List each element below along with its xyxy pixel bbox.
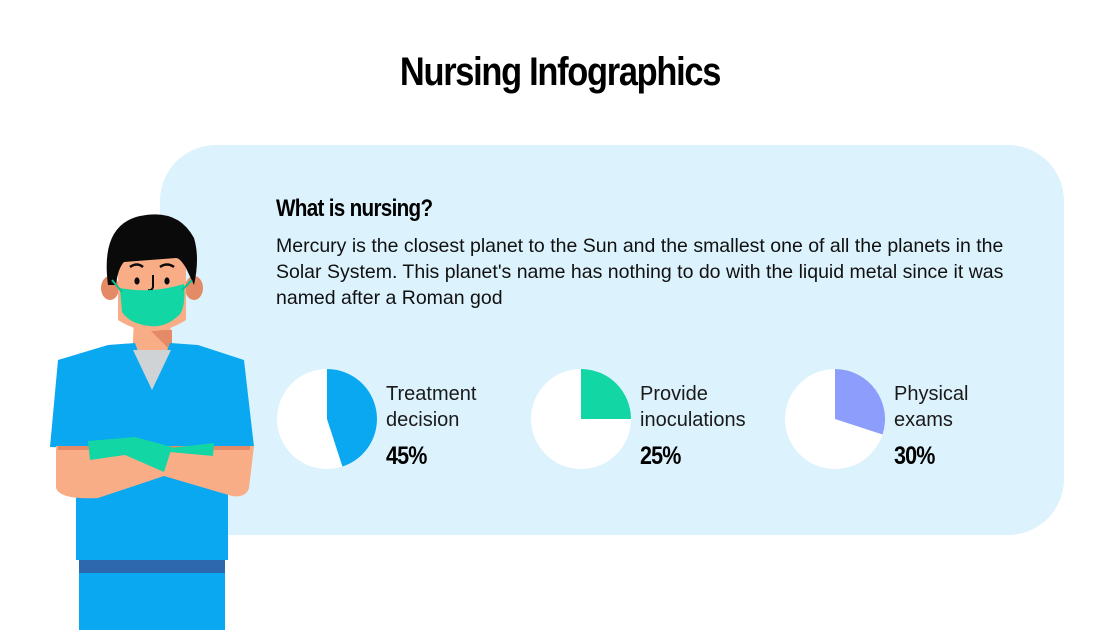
section-description: Mercury is the closest planet to the Sun… [276,235,1004,309]
stat-label: Physical exams [894,381,968,433]
stat-percent: 25% [640,442,681,470]
nurse-illustration [50,214,254,630]
pie-chart-treatment-decision [277,369,377,469]
stat-percent: 30% [894,442,935,470]
pie-chart-physical-exams [785,369,885,469]
pie-slice-provide-inoculations [581,369,631,419]
stat-label: Treatment decision [386,381,476,433]
pie-chart-provide-inoculations [531,369,631,469]
stat-label-line2: decision [386,409,460,431]
stat-label-line2: inoculations [640,409,746,431]
pie-slice-physical-exams [835,369,885,435]
stat-label-line1: Provide [640,383,708,405]
pie-slice-treatment-decision [327,369,377,467]
slide-title: Nursing Infographics [399,50,721,94]
stat-label: Provide inoculations [640,381,746,433]
section-heading: What is nursing? [276,195,433,222]
stat-label-line1: Treatment [386,383,477,405]
stat-label-line2: exams [894,409,953,431]
content-panel [160,145,1064,535]
stat-percent: 45% [386,442,427,470]
stat-label-line1: Physical [894,383,969,405]
